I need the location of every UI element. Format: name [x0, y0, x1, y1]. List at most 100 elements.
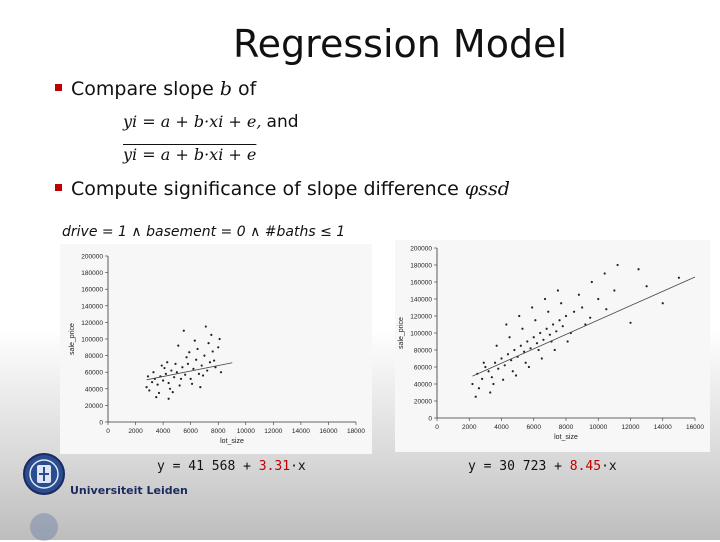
data-point: [186, 362, 190, 365]
university-name: Universiteit Leiden: [70, 484, 188, 497]
data-point: [556, 289, 560, 292]
data-point: [527, 365, 531, 369]
data-point: [590, 280, 593, 284]
data-point: [532, 336, 535, 339]
bullet-marker-icon: [55, 84, 62, 91]
data-point: [471, 382, 474, 386]
x-tick-label: 6000: [183, 428, 198, 435]
formula-left-suffix: ·x: [290, 459, 306, 474]
bullet-compare-slope: Compare slope b of: [55, 78, 256, 100]
data-point: [217, 346, 220, 349]
bullet-significance-text: Compute significance of slope difference: [71, 178, 459, 200]
data-point: [514, 374, 518, 377]
data-point: [175, 371, 178, 374]
data-point: [152, 371, 155, 374]
data-point: [558, 319, 561, 322]
x-tick-label: 18000: [347, 428, 365, 435]
data-point: [645, 285, 648, 288]
scatter-chart-right: 0200004000060000800001000001200001400001…: [398, 246, 704, 442]
data-point: [492, 382, 495, 386]
data-point: [637, 268, 640, 271]
data-point: [497, 367, 500, 370]
data-point: [597, 297, 600, 301]
y-tick-label: 60000: [85, 370, 103, 377]
data-point: [677, 276, 680, 279]
significance-symbol: φssd: [464, 178, 510, 200]
data-point: [218, 337, 221, 341]
data-point: [518, 314, 521, 318]
data-point: [155, 396, 158, 399]
data-point: [489, 391, 492, 394]
data-point: [524, 361, 527, 364]
data-point: [204, 325, 207, 328]
data-point: [539, 331, 542, 335]
y-tick-label: 60000: [414, 365, 432, 372]
data-point: [552, 323, 555, 326]
slide-title: Regression Model: [232, 22, 568, 66]
data-point: [168, 387, 172, 390]
x-tick-label: 12000: [264, 428, 282, 435]
y-tick-label: 100000: [410, 331, 432, 338]
data-point: [542, 338, 545, 341]
y-tick-label: 100000: [81, 337, 103, 344]
x-tick-label: 16000: [686, 424, 704, 431]
formula-right-prefix: y = 30 723 +: [468, 459, 570, 474]
data-point: [200, 364, 203, 367]
data-point: [170, 369, 173, 372]
data-point: [157, 391, 161, 395]
data-point: [521, 327, 524, 330]
data-point: [179, 377, 183, 380]
data-point: [211, 350, 214, 353]
x-tick-label: 0: [435, 424, 439, 431]
chart-panel-right: 0 20000 40000 60000 80000 100000 120000 140000 1…: [395, 240, 710, 452]
formula-right-suffix: ·x: [601, 459, 617, 474]
data-point: [185, 356, 188, 359]
bullet-compare-prefix: Compare slope: [71, 78, 214, 100]
data-point: [477, 387, 481, 390]
condition-text: drive = 1 ∧ basement = 0 ∧ #baths ≤ 1: [62, 224, 346, 240]
data-point: [493, 361, 497, 364]
data-point: [203, 354, 206, 357]
regression-formula-right: y = 30 723 + 8.45·x: [468, 459, 617, 474]
data-point: [545, 327, 548, 330]
data-point: [474, 395, 477, 398]
formula-right-slope: 8.45: [569, 459, 602, 474]
chart-panel-left: 0 20000 40000 60000 80000 100000 120000 140000 1…: [60, 244, 372, 454]
y-tick-label: 180000: [81, 270, 103, 277]
formula-left-prefix: y = 41 568 +: [157, 459, 259, 474]
data-point: [505, 323, 508, 326]
data-point: [206, 369, 209, 372]
regression-line: [146, 362, 233, 381]
slope-variable: b: [219, 78, 232, 100]
y-axis-label: sale_price: [398, 317, 405, 349]
y-tick-label: 20000: [85, 403, 103, 410]
x-tick-label: 8000: [559, 424, 574, 431]
data-point: [214, 366, 217, 369]
y-axis-label: sale_price: [69, 323, 76, 355]
y-tick-label: 0: [428, 416, 432, 423]
data-point: [167, 397, 170, 400]
data-point: [150, 381, 154, 384]
x-axis-label: lot_size: [220, 438, 244, 445]
y-tick-label: 160000: [410, 280, 432, 287]
data-point: [535, 342, 539, 345]
data-point: [145, 386, 148, 389]
data-point: [548, 333, 551, 336]
data-point: [500, 357, 503, 360]
data-point: [531, 306, 534, 309]
data-point: [543, 297, 547, 301]
x-tick-label: 10000: [589, 424, 607, 431]
data-point: [212, 359, 216, 362]
data-point: [184, 373, 187, 376]
data-point: [167, 381, 170, 385]
data-point: [581, 306, 584, 309]
data-point: [160, 364, 163, 367]
data-point: [603, 272, 606, 275]
y-tick-label: 80000: [85, 353, 103, 360]
x-tick-label: 2000: [462, 424, 477, 431]
data-point: [195, 358, 198, 361]
data-point: [555, 330, 558, 333]
y-tick-label: 0: [99, 420, 103, 427]
data-point: [189, 377, 192, 380]
bullet-significance: Compute significance of slope difference…: [55, 178, 510, 200]
